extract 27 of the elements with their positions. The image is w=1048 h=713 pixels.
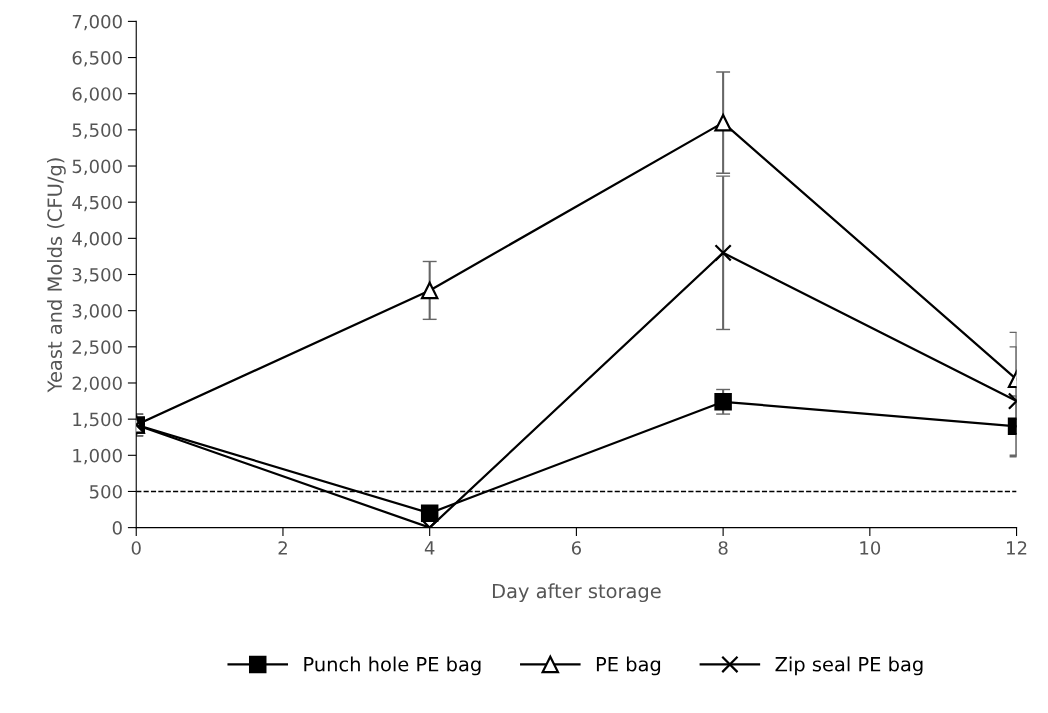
legend-label: PE bag [596, 656, 661, 676]
y-tick-label: 2,500 [72, 340, 122, 356]
y-tick-label: 2,000 [72, 376, 122, 392]
x-tick-label: 8 [718, 541, 728, 555]
y-tick-label: 4,000 [72, 231, 122, 248]
y-tick-label: 5,000 [72, 159, 122, 175]
y-tick-label: 3,000 [72, 304, 122, 320]
y-tick-label: 4,500 [72, 195, 122, 212]
y-tick-label: 7,000 [72, 14, 122, 31]
x-tick-label: 12 [1007, 541, 1027, 555]
x-tick-label: 4 [424, 541, 435, 555]
x-axis-title: Day after storage [493, 583, 661, 603]
x-tick-label: 2 [278, 541, 287, 555]
y-tick-label: 3,500 [72, 267, 122, 284]
y-tick-label: 0 [112, 521, 122, 535]
y-tick-label: 500 [89, 484, 122, 499]
y-tick-label: 1,500 [73, 412, 122, 429]
y-axis-title: Yeast and Molds (CFU/g) [46, 158, 66, 393]
x-tick-label: 6 [571, 541, 582, 555]
y-tick-label: 6,500 [72, 51, 122, 67]
legend-label: Zip seal PE bag [775, 656, 923, 676]
legend-label: Punch hole PE bag [304, 656, 481, 676]
y-tick-label: 5,500 [72, 123, 122, 139]
y-tick-label: 6,000 [72, 87, 122, 103]
x-tick-label: 10 [860, 541, 881, 555]
y-tick-label: 1,000 [73, 448, 122, 465]
x-tick-label: 0 [131, 541, 141, 555]
